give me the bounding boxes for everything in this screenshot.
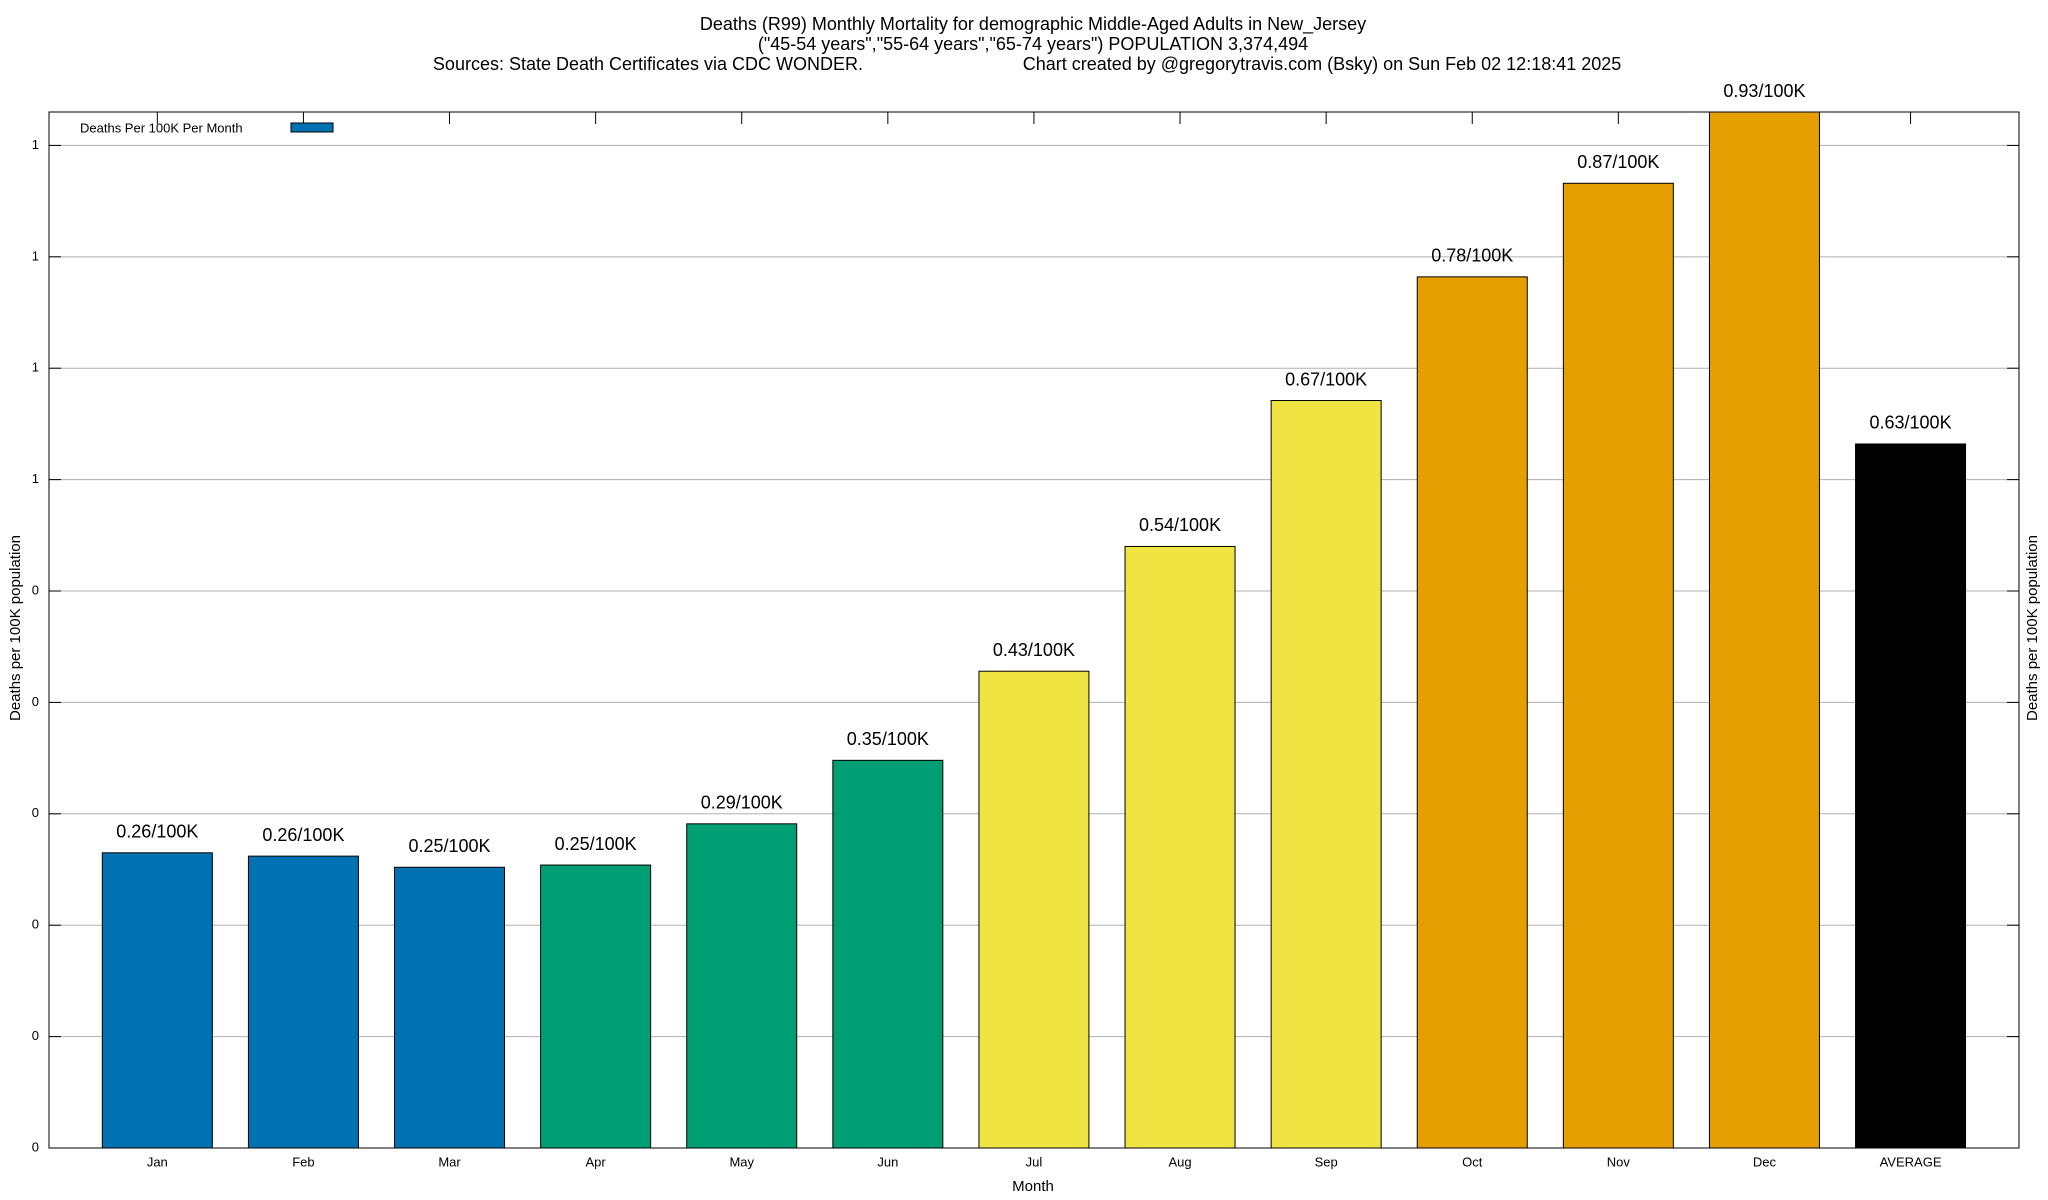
bar	[1855, 443, 1967, 1149]
y-tick-label: 0	[32, 805, 39, 820]
bar	[540, 864, 652, 1149]
value-label: 0.78/100K	[1431, 246, 1513, 266]
x-tick-label: Nov	[1607, 1154, 1631, 1169]
x-tick-label: Jun	[877, 1154, 898, 1169]
x-tick-label: Apr	[586, 1154, 607, 1169]
x-tick-label: Oct	[1462, 1154, 1483, 1169]
legend-swatch	[290, 122, 334, 133]
chart-title: Deaths (R99) Monthly Mortality for demog…	[700, 14, 1366, 35]
x-tick-label: Jul	[1026, 1154, 1043, 1169]
value-label: 0.87/100K	[1577, 152, 1659, 172]
x-tick-label: Dec	[1753, 1154, 1777, 1169]
y-tick-label: 1	[32, 248, 39, 263]
value-label: 0.54/100K	[1139, 515, 1221, 535]
bar	[247, 855, 359, 1149]
y-tick-label: 1	[32, 137, 39, 152]
x-tick-label: May	[729, 1154, 754, 1169]
y-tick-label: 0	[32, 694, 39, 709]
y-tick-label: 0	[32, 582, 39, 597]
bar	[1124, 545, 1236, 1149]
bar	[832, 759, 944, 1149]
y2-axis-label: Deaths per 100K population	[2024, 535, 2041, 721]
y-axis-label: Deaths per 100K population	[7, 535, 24, 721]
bar	[101, 852, 213, 1149]
bar	[1562, 182, 1674, 1149]
value-label: 0.67/100K	[1285, 369, 1367, 389]
bar	[686, 823, 798, 1149]
credit: Chart created by @gregorytravis.com (Bsk…	[1023, 54, 1622, 74]
value-label: 0.63/100K	[1870, 413, 1952, 433]
x-tick-label: Jan	[147, 1154, 168, 1169]
x-tick-label: AVERAGE	[1880, 1154, 1942, 1169]
x-tick-label: Feb	[292, 1154, 314, 1169]
value-label: 0.25/100K	[408, 836, 490, 856]
y-tick-label: 0	[32, 917, 39, 932]
value-label: 0.43/100K	[993, 640, 1075, 660]
value-label: 0.26/100K	[262, 825, 344, 845]
chart-subtitle: ("45-54 years","55-64 years","65-74 year…	[758, 34, 1308, 54]
y-tick-label: 0	[32, 1028, 39, 1043]
value-label: 0.25/100K	[555, 834, 637, 854]
bar	[394, 866, 506, 1149]
x-axis-label: Month	[1012, 1178, 1054, 1195]
bar	[1270, 400, 1382, 1149]
x-tick-label: Mar	[438, 1154, 461, 1169]
bar	[1708, 111, 1820, 1149]
value-label: 0.93/100K	[1723, 81, 1805, 101]
legend-label: Deaths Per 100K Per Month	[80, 120, 243, 135]
y-tick-label: 1	[32, 471, 39, 486]
y-tick-label: 0	[32, 1139, 39, 1154]
bar	[1416, 276, 1528, 1149]
value-label: 0.29/100K	[701, 793, 783, 813]
value-label: 0.26/100K	[116, 822, 198, 842]
bar	[978, 670, 1090, 1149]
value-label: 0.35/100K	[847, 729, 929, 749]
x-tick-label: Aug	[1168, 1154, 1191, 1169]
sources: Sources: State Death Certificates via CD…	[433, 54, 863, 74]
y-tick-label: 1	[32, 360, 39, 375]
x-tick-label: Sep	[1315, 1154, 1338, 1169]
